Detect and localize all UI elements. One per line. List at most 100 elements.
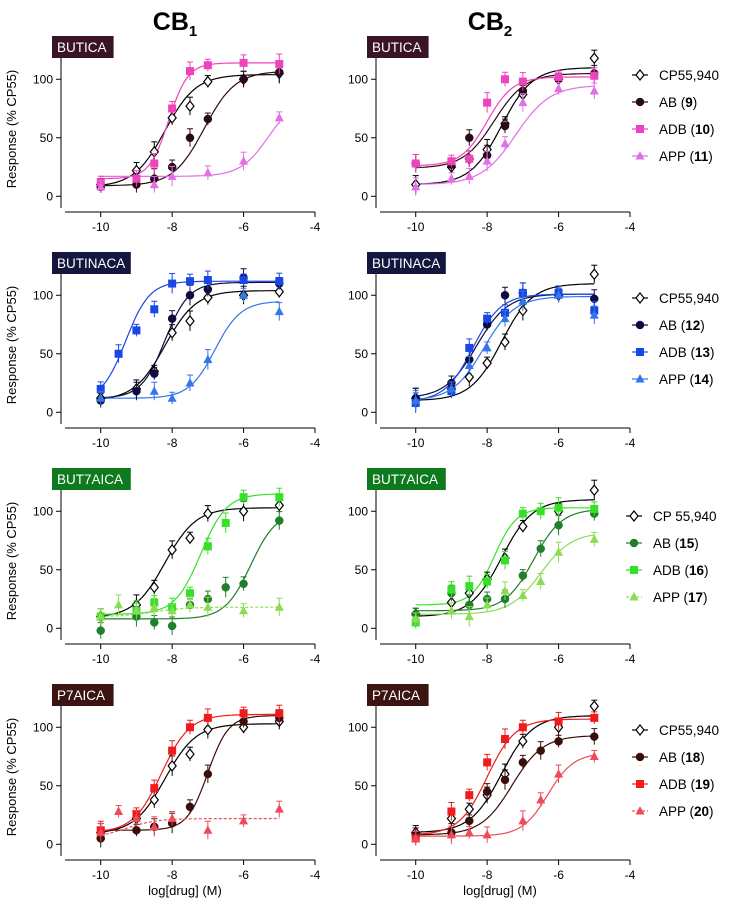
legend-item-app-20: APP (20) (632, 804, 714, 819)
data-point (96, 181, 106, 191)
data-point (536, 576, 546, 585)
legend-label: APP (17) (653, 590, 708, 605)
but7aica-cb1-fit-ab-15 (100, 521, 280, 620)
butinaca-cb1-title-badge: BUTINACA (52, 252, 131, 274)
legend-label-text: CP55,940 (659, 291, 719, 306)
legend-label-number: 16 (689, 563, 705, 578)
data-point (168, 746, 177, 755)
data-point (168, 279, 177, 288)
legend-item-ab-15: AB (15) (626, 536, 699, 551)
data-point (185, 291, 195, 300)
data-point (411, 833, 421, 842)
legend-marker (635, 320, 645, 330)
butica-cb1-x-tick-label: -8 (167, 220, 178, 234)
data-point (203, 167, 213, 177)
legend-label: APP (14) (659, 372, 714, 387)
p7aica-cb1-series-app-20 (96, 800, 284, 842)
butinaca-cb1-y-tick-label: 0 (46, 405, 53, 419)
legend-label-number: 19 (695, 777, 710, 792)
but7aica-cb1-series-app-17 (96, 594, 284, 625)
butinaca-cb1-x-tick-label: -8 (167, 436, 178, 450)
butica-cb2-x-tick-label: -6 (553, 220, 564, 234)
legend-label-text: CP55,940 (659, 68, 719, 83)
data-point (185, 378, 195, 387)
butinaca-cb1-fit-cp55-940 (100, 290, 280, 400)
but7aica-cb1-title-badge: BUT7AICA (52, 468, 131, 490)
data-point (589, 85, 599, 95)
legend-item-app-11: APP (11) (632, 149, 713, 164)
legend-label-text: ADB ( (659, 122, 696, 137)
p7aica-cb1-x-tick-label: -10 (92, 868, 110, 882)
p7aica-cb2-y-tick-label: 0 (361, 837, 368, 851)
butinaca-cb2-x-tick-label: -10 (407, 436, 425, 450)
legend-label-text: CP 55,940 (653, 509, 717, 524)
data-point (185, 315, 195, 327)
butinaca-cb2-title-bg (367, 252, 446, 274)
data-point (518, 296, 528, 305)
data-point (589, 700, 600, 713)
butinaca-cb2-x-tick-label: -4 (625, 436, 636, 450)
butinaca-cb2-series-cp55-940 (410, 264, 600, 409)
data-point (149, 602, 159, 611)
data-point (590, 732, 599, 741)
data-point (186, 277, 194, 286)
but7aica-cb1-fit-cp55-940 (100, 507, 280, 617)
data-point (239, 156, 249, 165)
legend-item-cp55-940: CP55,940 (632, 291, 719, 306)
data-point (501, 556, 509, 565)
legend-label-close: ) (704, 563, 709, 578)
but7aica-cb1-title: BUT7AICA (57, 472, 123, 487)
data-point (590, 71, 599, 80)
legend-item-ab-12: AB (12) (632, 318, 705, 333)
legend-item-app-17: APP (17) (626, 590, 708, 605)
butinaca-cb1-title: BUTINACA (57, 256, 125, 271)
butica-cb1-series-ab-9 (96, 61, 284, 193)
data-point (275, 60, 284, 69)
butica-cb2-fit-ab-9 (415, 73, 595, 169)
legend-label-text: APP ( (653, 590, 689, 605)
data-point (589, 484, 600, 497)
but7aica-cb1-title-bg (52, 468, 131, 490)
butinaca-cb1-y-axis-label: Response (% CP55) (4, 286, 19, 405)
data-point (150, 618, 159, 627)
legend-label-text: ADB ( (659, 345, 696, 360)
data-point (274, 112, 284, 122)
but7aica-cb2-fit-adb-16 (415, 507, 595, 606)
panel-butinaca-cb2: -10 -8 -6 -4 0 50 100 BUTINACA (348, 252, 636, 450)
legend-marker (629, 592, 639, 601)
legend-item-cp55-940: CP55,940 (632, 68, 719, 83)
but7aica-cb1-x-tick-label: -6 (238, 652, 249, 666)
data-point (150, 369, 159, 378)
legend-label-number: 13 (695, 345, 711, 360)
legend-label-text: APP ( (659, 804, 695, 819)
legend-label-close: ) (709, 372, 714, 387)
legend-label: CP55,940 (659, 68, 719, 83)
column-title-cb2-base: CB (468, 8, 504, 36)
legend-label: ADB (19) (659, 777, 715, 792)
butica-cb1-x-tick-label: -6 (238, 220, 249, 234)
butica-cb1-x-tick-label: -10 (92, 220, 110, 234)
data-point (589, 751, 599, 761)
data-point (114, 599, 124, 609)
legend-marker (635, 806, 645, 815)
data-point (167, 171, 177, 180)
legend-label-close: ) (710, 777, 715, 792)
but7aica-cb1-y-tick-label: 0 (46, 621, 53, 635)
data-point (518, 723, 527, 732)
butinaca-cb2-title: BUTINACA (372, 256, 440, 271)
legend-item-app-14: APP (14) (632, 372, 714, 387)
data-point (185, 532, 195, 545)
butinaca-cb2-y-tick-label: 100 (348, 288, 368, 302)
legend-item-cp55-940: CP 55,940 (626, 509, 717, 524)
data-point (185, 133, 195, 143)
data-point (274, 306, 284, 316)
p7aica-cb1-x-tick-label: -6 (238, 868, 249, 882)
butica-cb2-y-tick-label: 100 (348, 72, 368, 86)
but7aica-cb2-y-tick-label: 0 (361, 621, 368, 635)
data-point (203, 723, 213, 736)
legend-label-number: 12 (685, 318, 700, 333)
p7aica-cb2-x-tick-label: -4 (625, 868, 636, 882)
data-point (132, 386, 141, 396)
p7aica-cb1-y-tick-label: 50 (40, 779, 54, 793)
panel-butica-cb2: -10 -8 -6 -4 0 50 100 BUTICA (348, 36, 636, 234)
